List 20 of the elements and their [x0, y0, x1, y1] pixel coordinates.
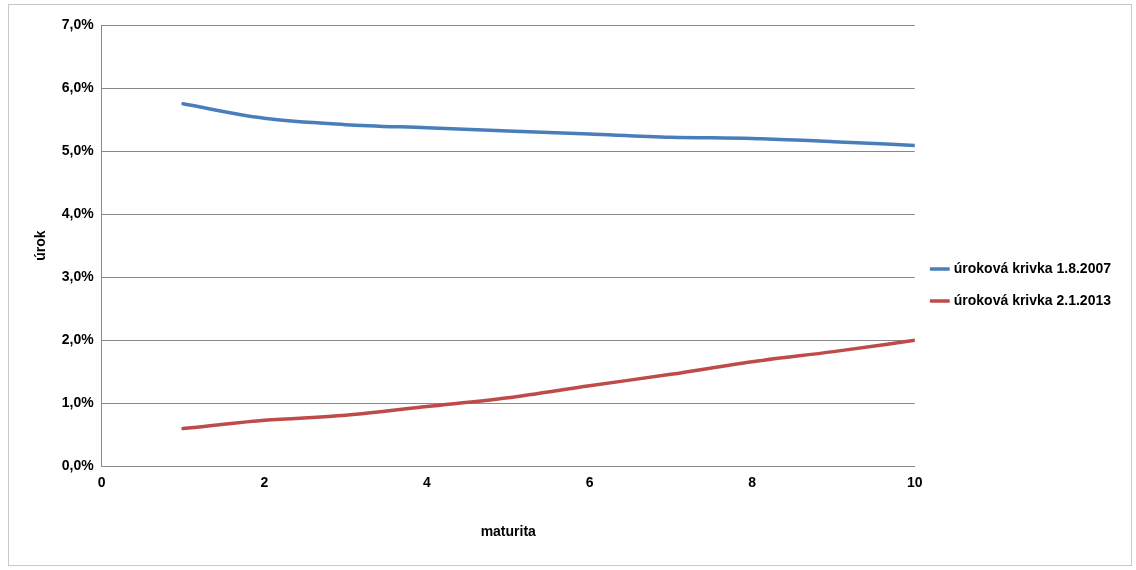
line-series — [181, 338, 915, 431]
x-tick-label: 0 — [97, 473, 106, 490]
x-tick-label: 8 — [748, 473, 757, 490]
x-tick-label: 10 — [906, 473, 923, 490]
x-axis-title: maturita — [480, 523, 537, 540]
y-tick-label: 4,0% — [61, 205, 95, 222]
line-series — [181, 102, 915, 148]
x-tick-label: 2 — [260, 473, 269, 490]
y-tick-label: 1,0% — [61, 394, 95, 411]
y-tick-label: 0,0% — [61, 457, 95, 474]
y-tick-label: 3,0% — [61, 268, 95, 285]
x-tick-label: 6 — [585, 473, 594, 490]
y-axis-title: úrok — [32, 230, 49, 261]
y-tick-label: 2,0% — [61, 331, 95, 348]
y-tick-label: 6,0% — [61, 78, 95, 95]
y-tick-label: 5,0% — [61, 141, 95, 158]
legend-label: úroková krivka 2.1.2013 — [953, 291, 1112, 308]
y-tick-label: 7,0% — [61, 15, 95, 32]
x-tick-label: 4 — [423, 473, 432, 490]
legend-label: úroková krivka 1.8.2007 — [953, 259, 1112, 276]
